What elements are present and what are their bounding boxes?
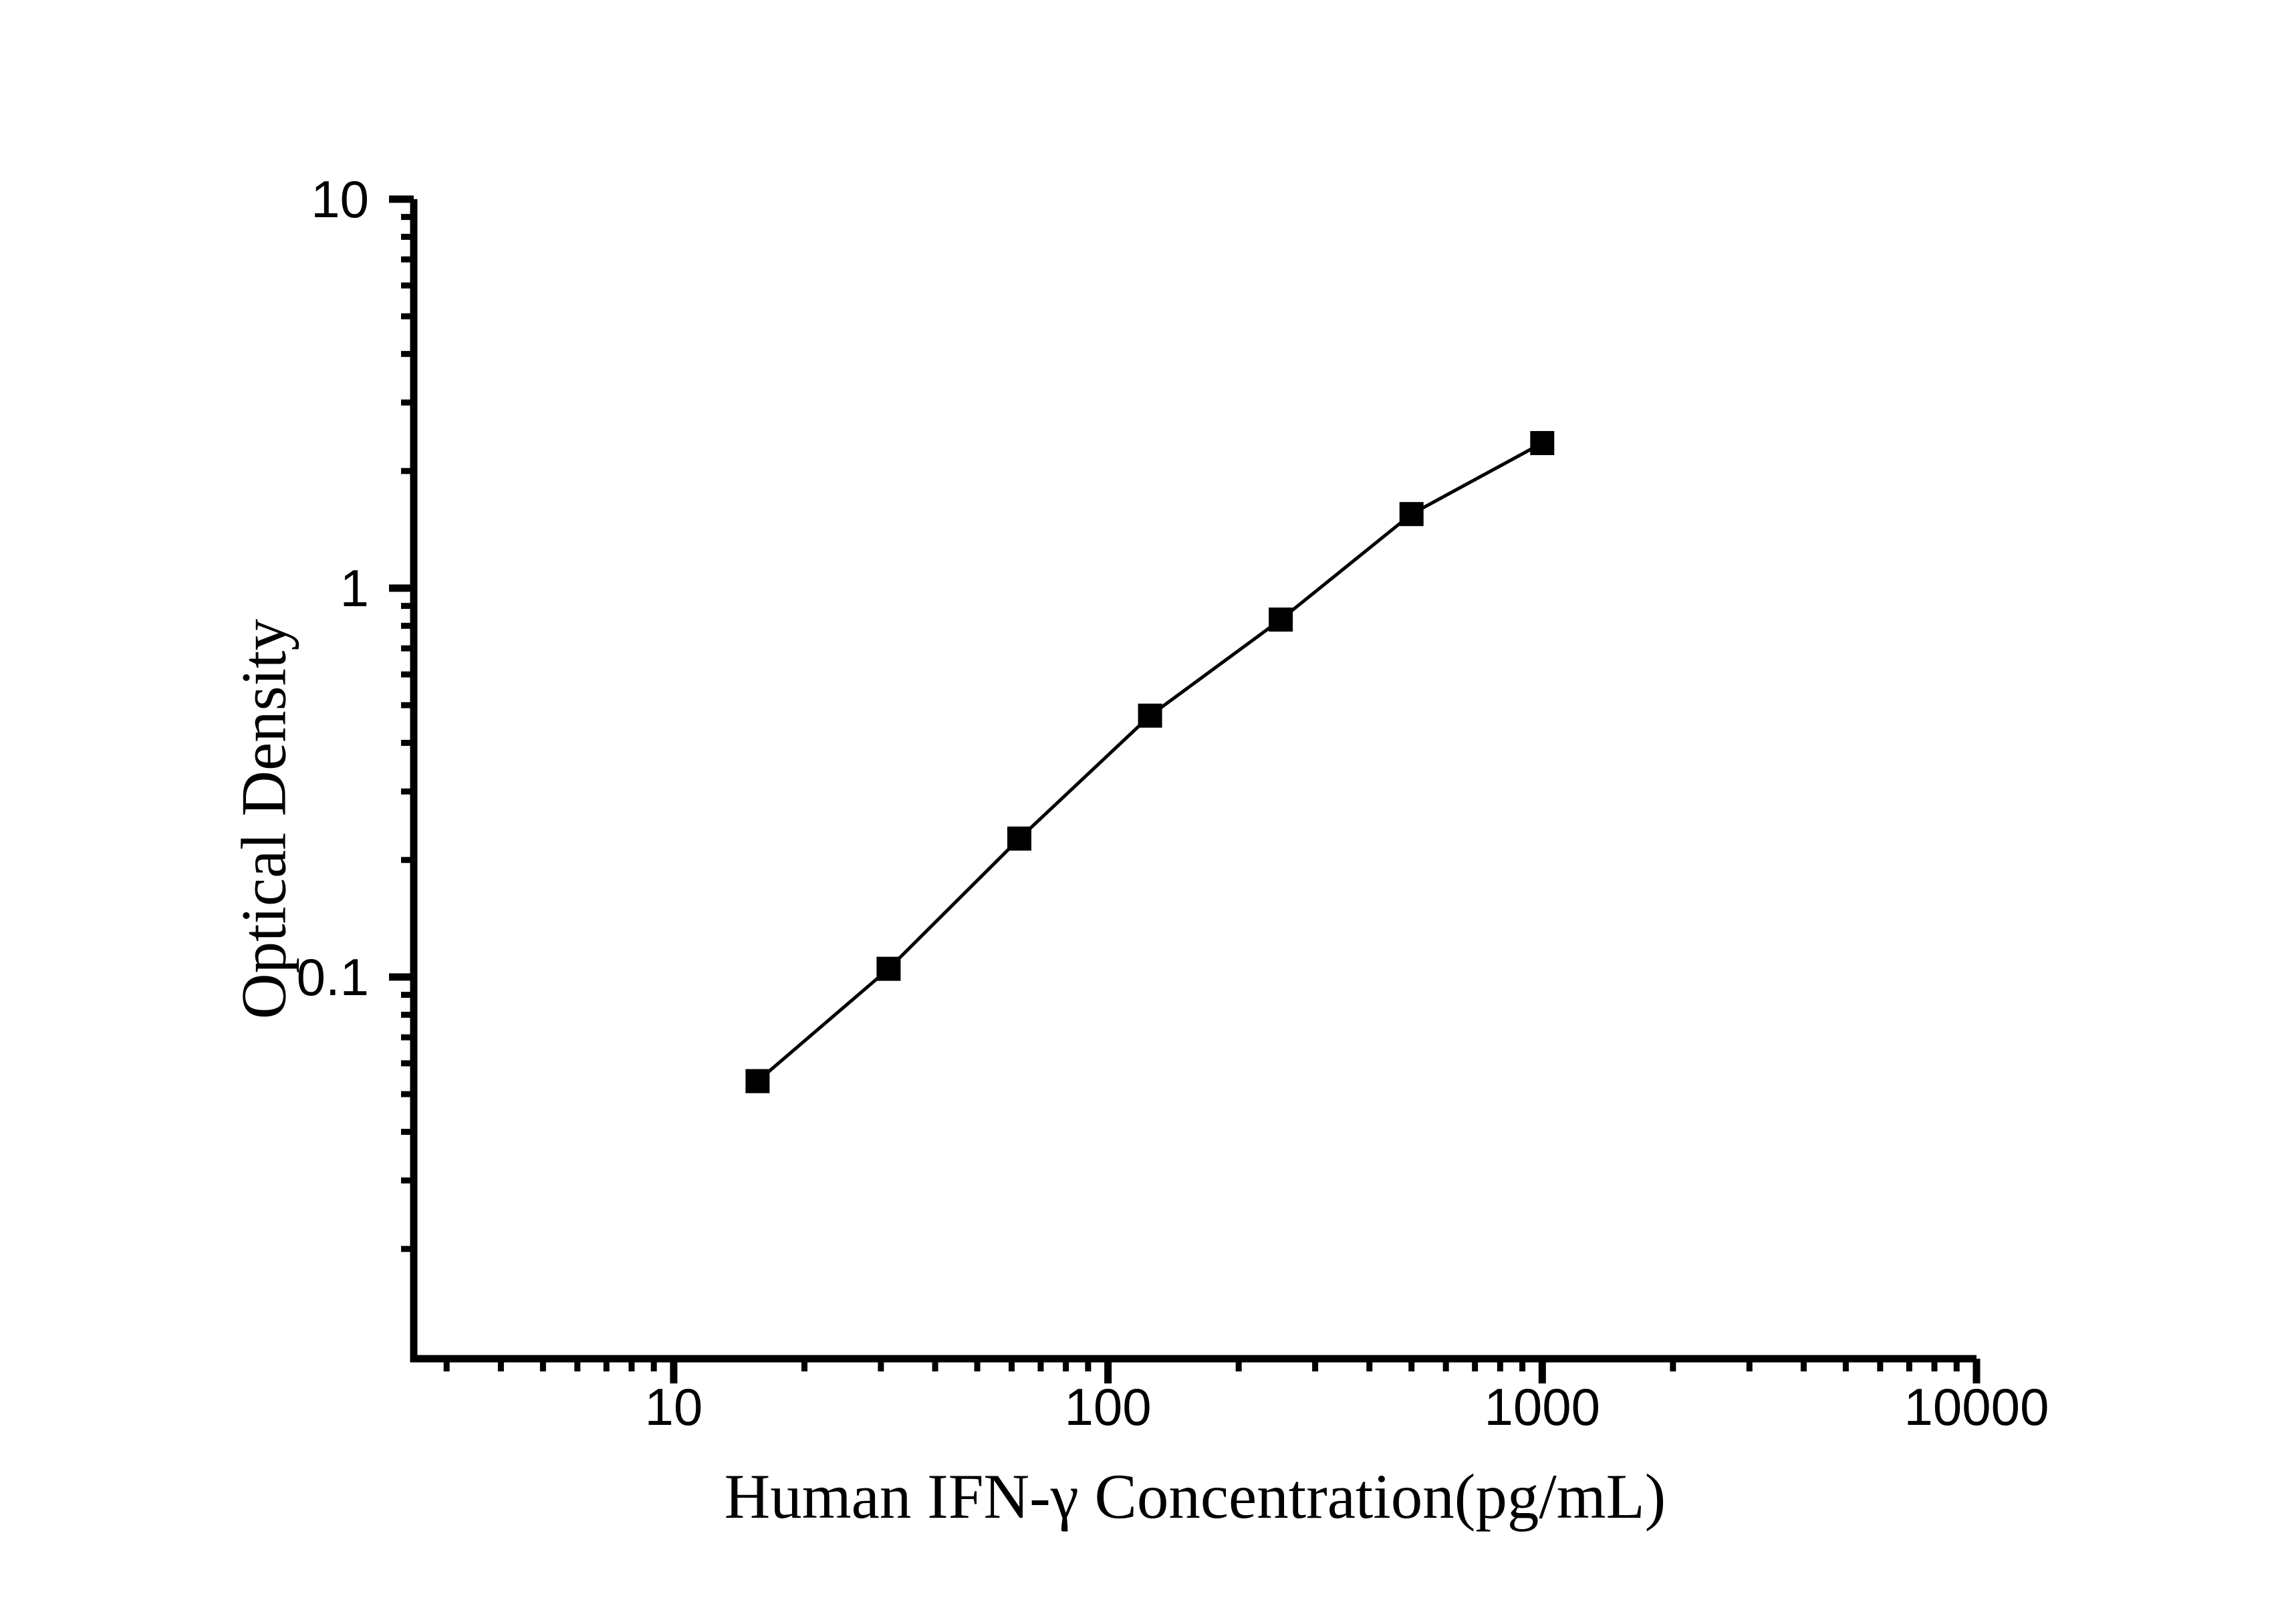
y-tick-label-10: 10 — [311, 170, 369, 229]
y-tick-label-0.1: 0.1 — [296, 947, 369, 1007]
x-axis-title: Human IFN-γ Concentration(pg/mL) — [724, 1461, 1666, 1532]
data-point-marker — [745, 1069, 770, 1093]
data-point-marker — [1269, 608, 1293, 632]
y-axis-title: Optical Density — [228, 619, 299, 1019]
x-tick-label-10000: 10000 — [1904, 1377, 2049, 1436]
data-point-marker — [1399, 502, 1424, 527]
y-tick-label-1: 1 — [340, 558, 369, 618]
x-tick-label-100: 100 — [1064, 1377, 1152, 1436]
data-point-marker — [1530, 430, 1555, 455]
x-tick-label-1000: 1000 — [1484, 1377, 1601, 1436]
data-point-marker — [1138, 703, 1162, 728]
data-point-marker — [1007, 826, 1031, 851]
data-point-marker — [876, 956, 901, 981]
standard-curve-line — [756, 441, 1543, 1083]
axis-lines — [410, 199, 1976, 1363]
x-tick-label-10: 10 — [644, 1377, 703, 1436]
